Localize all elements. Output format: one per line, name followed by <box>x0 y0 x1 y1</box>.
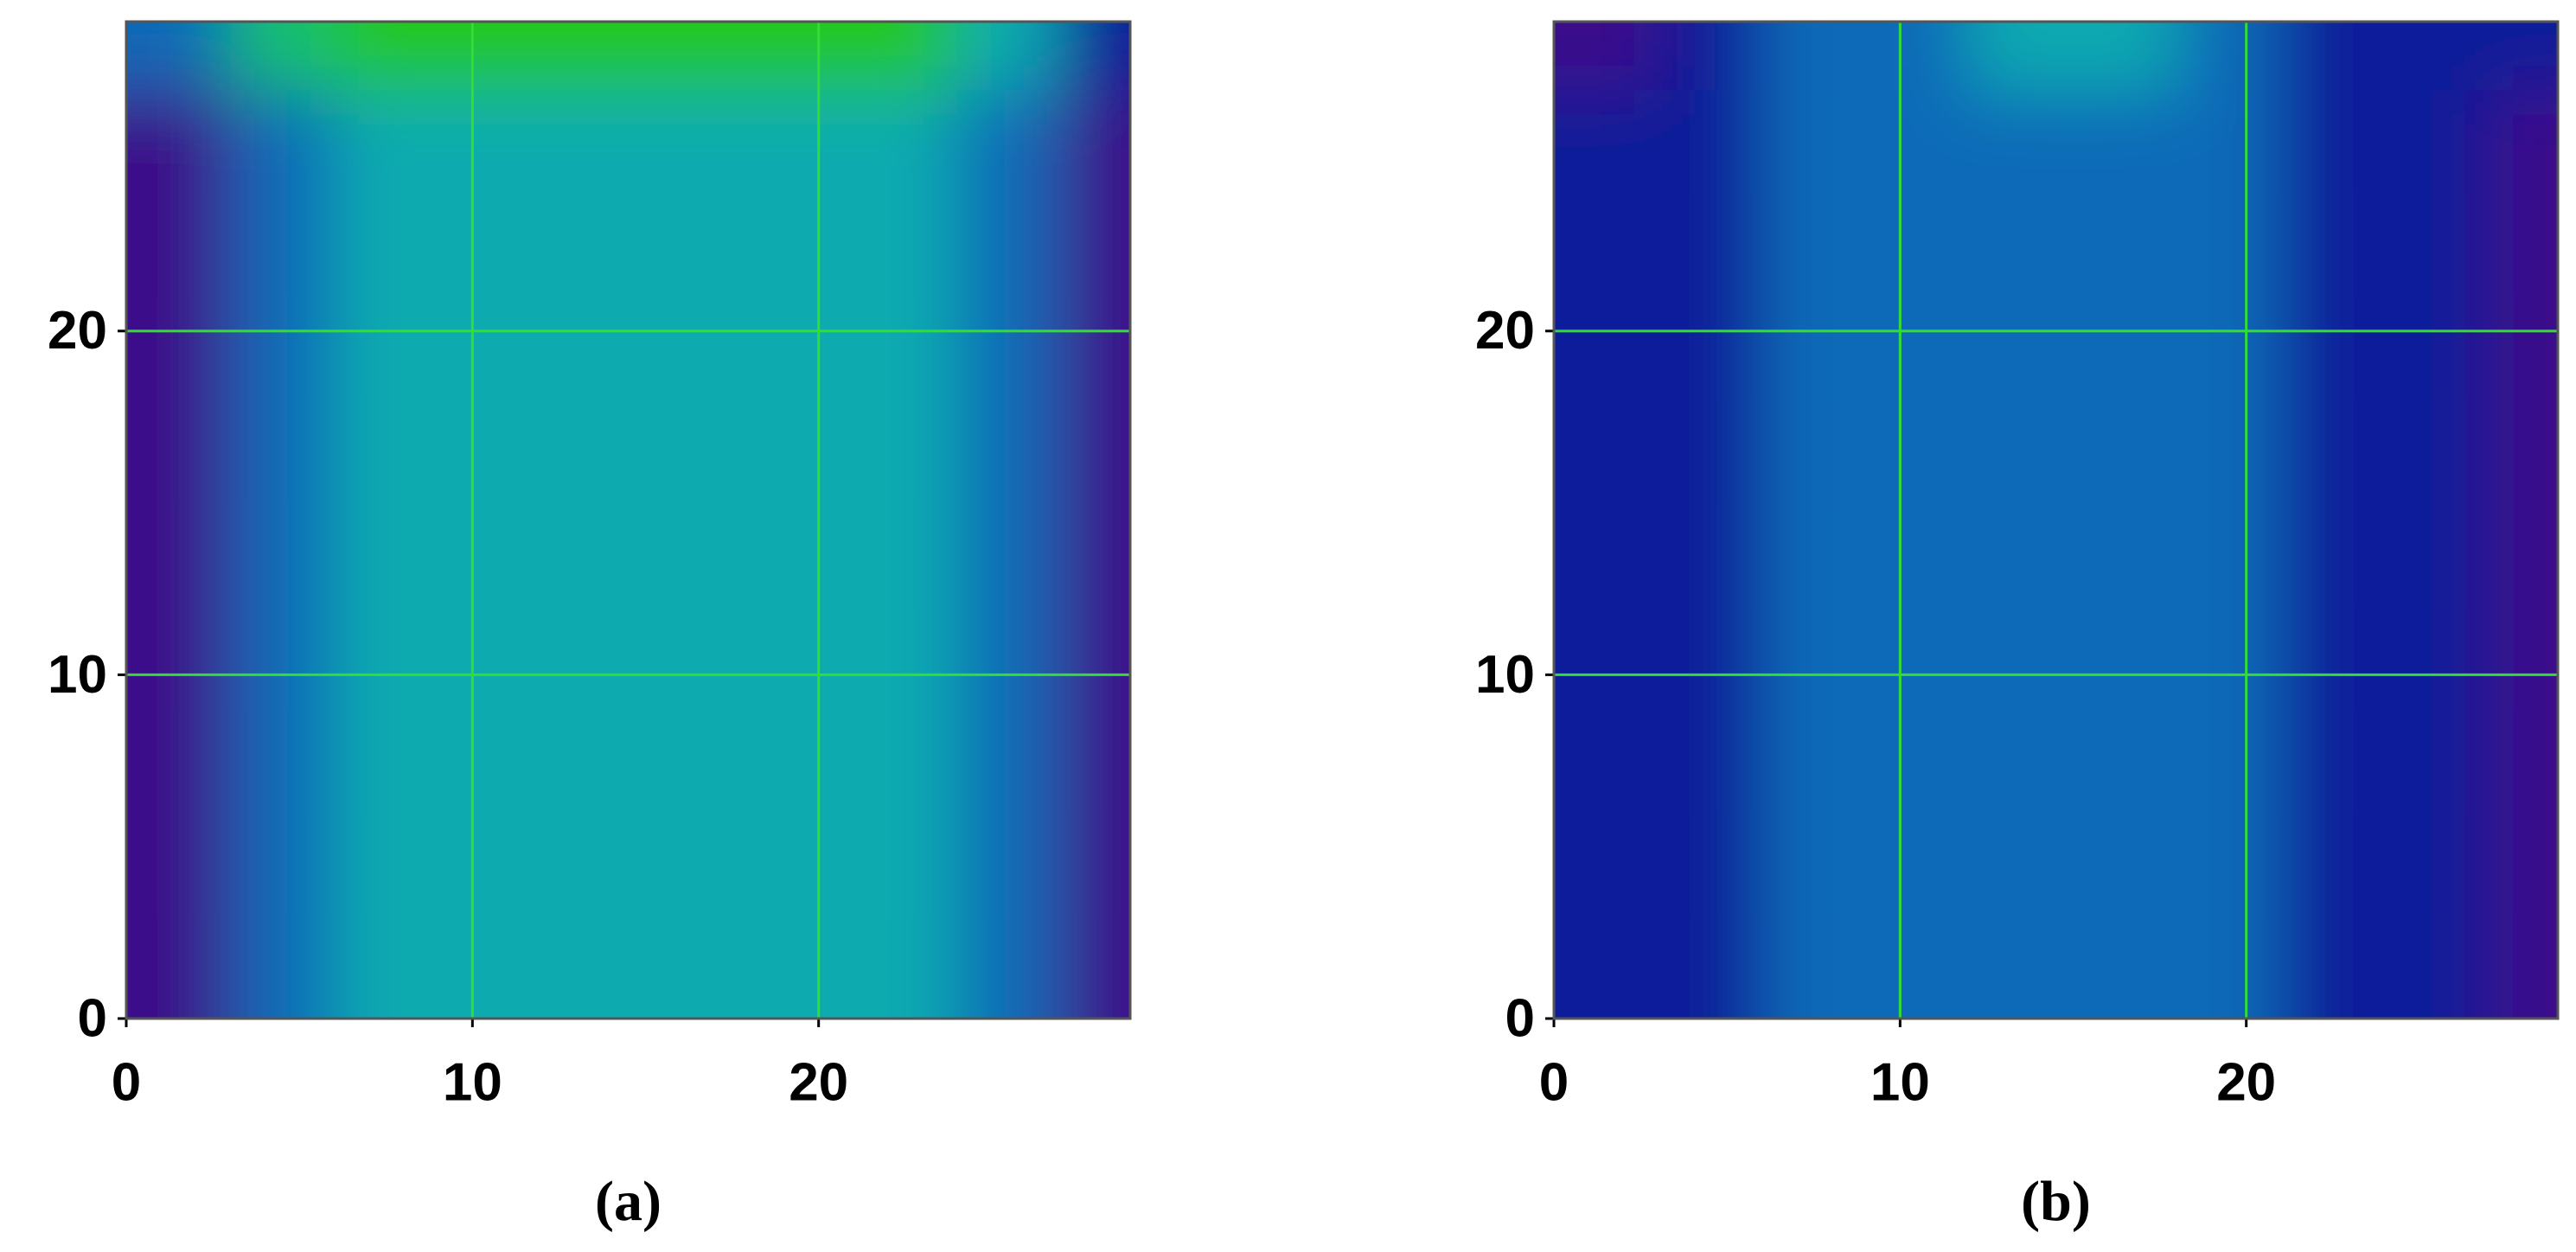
y-tick-label: 10 <box>1475 645 1535 705</box>
heatmap <box>126 22 1130 1019</box>
heat-cell <box>2384 90 2489 1019</box>
heat-cell <box>2176 90 2281 1019</box>
heat-cell <box>2073 90 2177 1019</box>
heat-cell <box>126 90 231 1019</box>
y-tick-label: 0 <box>78 988 107 1048</box>
heat-cell <box>956 90 1061 1019</box>
heat-cell <box>749 90 853 1019</box>
x-tick-label: 10 <box>1870 1052 1930 1112</box>
heatmap-panel <box>126 22 1130 1019</box>
heat-cell <box>2488 90 2558 1019</box>
plot-frame <box>1552 20 2560 1020</box>
x-tick-label: 20 <box>789 1052 848 1112</box>
heat-cell <box>645 90 750 1019</box>
heat-cell <box>230 90 335 1019</box>
heatmap <box>1554 22 2558 1019</box>
x-tick-label: 20 <box>2216 1052 2276 1112</box>
heat-cell <box>1865 90 1970 1019</box>
heat-cell <box>1761 90 1866 1019</box>
y-tick-label: 20 <box>1475 301 1535 361</box>
x-tick-label: 0 <box>1539 1052 1569 1112</box>
heat-cell <box>1969 90 2074 1019</box>
panel-label: (b) <box>2021 1170 2091 1233</box>
heat-cell <box>438 90 542 1019</box>
heat-cell <box>541 90 646 1019</box>
panel-label: (a) <box>595 1170 662 1233</box>
plot-frame <box>125 20 1132 1020</box>
heat-cell <box>334 90 438 1019</box>
y-tick-label: 20 <box>48 301 107 361</box>
y-tick-label: 0 <box>1505 988 1535 1048</box>
x-tick-label: 0 <box>112 1052 141 1112</box>
y-tick-label: 10 <box>48 645 107 705</box>
heat-cell <box>2280 90 2385 1019</box>
heat-cell <box>1060 90 1130 1019</box>
heat-cell <box>1658 90 1762 1019</box>
x-tick-label: 10 <box>443 1052 502 1112</box>
heat-cell <box>853 90 957 1019</box>
heatmap-panel <box>1554 22 2558 1019</box>
heat-cell <box>1554 90 1659 1019</box>
